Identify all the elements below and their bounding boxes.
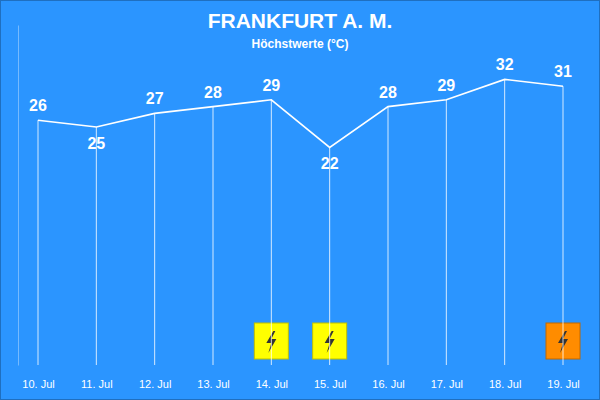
x-tick: 17. Jul [431, 377, 463, 390]
y-axis [18, 26, 19, 366]
chart: FRANKFURT A. M.Höchstwerte (°C)262527282… [0, 0, 600, 400]
x-tick-label: 10. Jul [22, 378, 54, 390]
x-tick: 13. Jul [197, 377, 229, 390]
drop-line [38, 120, 39, 365]
data-label: 31 [554, 63, 572, 80]
x-tick-label: 17. Jul [431, 378, 463, 390]
x-tick-label: 14. Jul [256, 378, 288, 390]
data-label: 32 [496, 56, 514, 73]
x-tick: 10. Jul [22, 377, 54, 390]
drop-line [446, 100, 447, 365]
data-label: 28 [379, 84, 397, 101]
x-tick: 16. Jul [372, 377, 404, 390]
drop-line [388, 107, 389, 365]
x-tick: 14. Jul [256, 377, 288, 390]
annotations [254, 323, 580, 359]
x-tick-label: 12. Jul [139, 378, 171, 390]
drop-line [563, 86, 564, 365]
x-tick: 18. Jul [489, 377, 521, 390]
drop-line [271, 100, 272, 365]
title: FRANKFURT A. M. [208, 9, 393, 32]
x-tick-label: 16. Jul [372, 378, 404, 390]
x-tick-label: 13. Jul [197, 378, 229, 390]
x-tick: 12. Jul [139, 377, 171, 390]
data-label: 26 [29, 97, 47, 114]
x-tick-label: 11. Jul [81, 378, 113, 390]
x-tick-label: 19. Jul [547, 378, 579, 390]
x-tick-label: 15. Jul [314, 378, 346, 390]
drop-line [329, 147, 330, 365]
data-labels: 26 25 27 28 29 22 28 29 32 31 [29, 56, 572, 172]
subtitle: Höchstwerte (°C) [252, 37, 349, 51]
line [38, 79, 563, 147]
data-label: 22 [321, 155, 339, 172]
drop-line [154, 113, 155, 365]
x-axis: 10. Jul 11. Jul 12. Jul 13. Jul 14. Jul 15. J… [22, 377, 579, 390]
drop-line [504, 79, 505, 365]
data-label: 28 [204, 84, 222, 101]
drop-line [96, 127, 97, 365]
data-label: 29 [262, 77, 280, 94]
x-tick: 15. Jul [314, 377, 346, 390]
data-label: 27 [146, 90, 164, 107]
x-tick: 19. Jul [547, 377, 579, 390]
data-label: 25 [87, 135, 105, 152]
background [0, 0, 600, 400]
data-label: 29 [437, 77, 455, 94]
y-axis-line [18, 26, 19, 366]
drop-line [213, 107, 214, 365]
plot-area [38, 79, 563, 365]
x-tick-label: 18. Jul [489, 378, 521, 390]
x-tick: 11. Jul [81, 377, 113, 390]
